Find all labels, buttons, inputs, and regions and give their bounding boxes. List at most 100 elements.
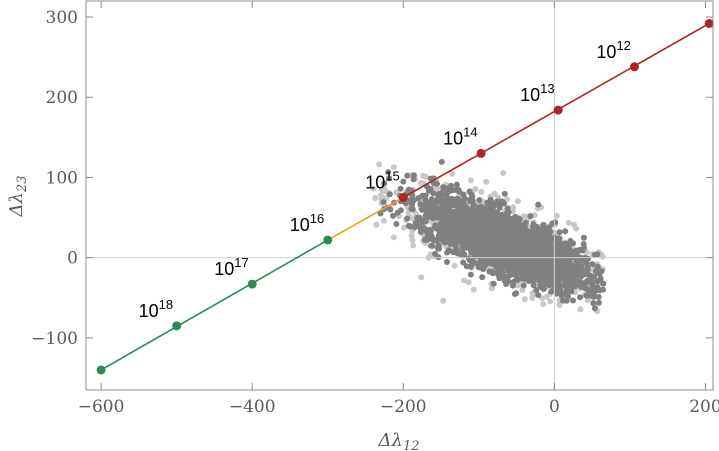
point-label: 1013 bbox=[520, 81, 555, 105]
scatter-point bbox=[577, 294, 583, 301]
scatter-point bbox=[440, 297, 447, 304]
marked-point bbox=[172, 321, 182, 331]
scatter-point bbox=[429, 242, 436, 249]
scatter-point bbox=[556, 282, 563, 289]
scatter-point bbox=[482, 211, 488, 218]
y-tick-label: 300 bbox=[46, 8, 78, 28]
scatter-point bbox=[434, 245, 441, 252]
scatter-point bbox=[562, 240, 569, 247]
scatter-point bbox=[479, 274, 486, 281]
scatter-point bbox=[390, 164, 397, 171]
marked-points bbox=[96, 18, 714, 375]
scatter-point bbox=[595, 299, 602, 306]
scatter-point bbox=[546, 224, 552, 231]
scatter-point bbox=[452, 208, 458, 215]
scatter-point bbox=[563, 257, 570, 264]
scatter-point bbox=[453, 181, 460, 188]
scatter-point bbox=[519, 287, 526, 293]
scatter-point bbox=[467, 226, 474, 233]
scatter-point bbox=[386, 191, 393, 198]
scatter-point bbox=[397, 207, 404, 214]
scatter-point bbox=[370, 185, 377, 192]
scatter-point bbox=[555, 246, 562, 253]
scatter-point bbox=[373, 221, 380, 228]
scatter-point bbox=[459, 210, 466, 217]
point-label: 1015 bbox=[365, 169, 400, 193]
scatter-point bbox=[441, 227, 448, 234]
scatter-point bbox=[512, 213, 519, 220]
scatter-point bbox=[593, 287, 599, 294]
scatter-point bbox=[531, 237, 538, 244]
scatter-point bbox=[421, 225, 428, 232]
x-tick-label: −200 bbox=[380, 397, 427, 417]
scatter-point bbox=[530, 223, 537, 230]
scatter-point bbox=[530, 282, 537, 289]
scatter-point bbox=[401, 224, 407, 231]
scatter-point bbox=[474, 248, 481, 255]
scatter-point bbox=[484, 231, 490, 238]
y-tick-label: 100 bbox=[46, 168, 78, 188]
scatter-point bbox=[503, 281, 510, 287]
scatter-point bbox=[463, 263, 470, 270]
scatter-point bbox=[452, 187, 459, 193]
scatter-point bbox=[438, 219, 445, 226]
scatter-point bbox=[431, 224, 438, 231]
scatter-point bbox=[573, 257, 580, 264]
marked-point bbox=[398, 193, 408, 203]
scatter-point bbox=[487, 251, 494, 258]
scatter-point bbox=[505, 214, 512, 221]
scatter-point bbox=[521, 261, 528, 268]
scatter-point bbox=[539, 284, 546, 291]
scatter-point bbox=[493, 264, 500, 271]
scatter-point bbox=[454, 203, 461, 209]
scatter-point bbox=[480, 266, 487, 273]
scatter-point bbox=[542, 247, 549, 254]
scatter-point bbox=[514, 198, 521, 205]
scatter-point bbox=[527, 213, 534, 220]
scatter-point bbox=[448, 212, 455, 219]
scatter-point bbox=[532, 243, 539, 250]
scatter-point bbox=[390, 212, 396, 219]
scatter-point bbox=[522, 240, 529, 247]
scatter-point bbox=[463, 204, 470, 211]
point-label: 1014 bbox=[443, 124, 478, 148]
scatter-point bbox=[456, 227, 463, 233]
x-tick-label: 200 bbox=[689, 397, 719, 417]
scatter-point bbox=[579, 247, 586, 254]
scatter-point bbox=[424, 236, 431, 243]
scatter-point bbox=[517, 233, 524, 240]
scatter-point bbox=[547, 298, 554, 305]
scatter-point bbox=[523, 271, 530, 278]
x-tick-label: −600 bbox=[78, 397, 125, 417]
scatter-point bbox=[467, 236, 473, 243]
scatter-point bbox=[541, 230, 548, 237]
scatter-point bbox=[487, 196, 494, 203]
scatter-point bbox=[376, 161, 383, 168]
scatter-point bbox=[467, 271, 474, 278]
x-tick-label: −400 bbox=[229, 397, 276, 417]
scatter-point bbox=[528, 271, 535, 278]
scatter-point bbox=[535, 201, 542, 208]
scatter-point bbox=[482, 242, 489, 248]
scatter-point bbox=[430, 190, 437, 197]
scatter-point bbox=[408, 232, 415, 239]
scatter-point bbox=[408, 200, 415, 207]
scatter-point bbox=[444, 259, 450, 265]
scatter-point bbox=[409, 237, 416, 244]
scatter-point bbox=[410, 242, 417, 249]
scatter-point bbox=[417, 229, 424, 235]
scatter-point bbox=[492, 216, 499, 223]
scatter-point bbox=[536, 257, 543, 264]
scatter-point bbox=[481, 216, 488, 223]
scatter-point bbox=[583, 292, 590, 299]
scatter-point bbox=[471, 253, 478, 260]
scatter-point bbox=[449, 170, 456, 177]
scatter-point bbox=[574, 263, 581, 270]
scatter-point bbox=[425, 201, 432, 208]
scatter-point bbox=[461, 277, 467, 284]
scatter-point bbox=[591, 273, 597, 280]
scatter-point bbox=[493, 232, 500, 239]
scatter-point bbox=[444, 249, 451, 256]
scatter-point bbox=[557, 287, 563, 293]
